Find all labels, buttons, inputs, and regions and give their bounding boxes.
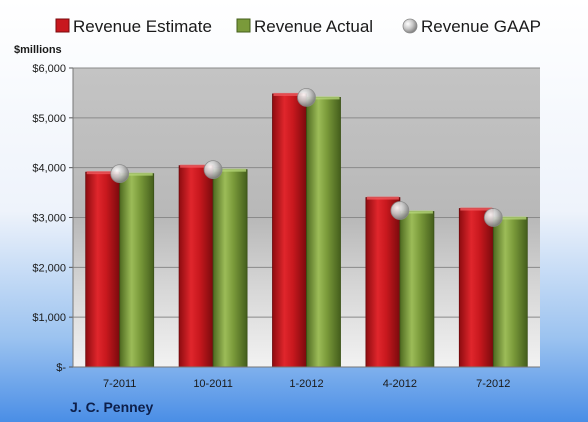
bar-revenue-estimate-cap <box>460 207 493 211</box>
bar-revenue-actual-cap <box>400 210 433 214</box>
bar-revenue-estimate <box>178 165 214 368</box>
legend-label-gaap: Revenue GAAP <box>421 17 541 36</box>
bar-revenue-estimate <box>365 197 401 368</box>
y-axis-ticks: $- $1,000 $2,000 $3,000 $4,000 $5,000 $6,000 <box>32 63 74 374</box>
bar-revenue-estimate-cap <box>180 164 213 168</box>
legend-swatch-actual <box>236 18 251 33</box>
bar-revenue-estimate-cap <box>366 196 399 200</box>
y-tick-label: $6,000 <box>32 63 66 75</box>
bar-revenue-actual <box>306 97 341 368</box>
x-axis-ticks: 7-2011 10-2011 1-2012 4-2012 7-2012 <box>73 366 540 390</box>
bars <box>85 92 528 368</box>
x-tick-label: 7-2011 <box>103 378 136 390</box>
y-tick-label: $3,000 <box>32 213 66 225</box>
gaap-markers <box>110 88 503 227</box>
x-tick-label: 4-2012 <box>383 378 417 390</box>
legend-swatch-gaap <box>402 18 418 34</box>
x-tick-label: 7-2012 <box>476 378 510 390</box>
legend-label-actual: Revenue Actual <box>254 17 373 36</box>
y-tick-label: $5,000 <box>32 113 66 125</box>
bar-revenue-actual-cap <box>120 172 153 176</box>
bar-revenue-actual <box>212 169 248 368</box>
bar-revenue-actual-cap <box>307 96 340 100</box>
bar-revenue-actual-cap <box>494 216 527 220</box>
y-axis-unit-label: $millions <box>14 44 62 56</box>
bar-revenue-estimate-cap <box>273 92 306 96</box>
legend: Revenue Estimate Revenue Actual Revenue … <box>55 17 541 36</box>
legend-label-estimate: Revenue Estimate <box>73 17 212 36</box>
bar-revenue-estimate <box>85 171 121 368</box>
y-tick-label: $2,000 <box>32 262 66 274</box>
legend-item-revenue-estimate: Revenue Estimate <box>55 17 212 36</box>
bar-revenue-estimate <box>458 208 494 368</box>
x-tick-label: 1-2012 <box>289 378 323 390</box>
company-name: J. C. Penney <box>70 399 153 415</box>
bar-revenue-estimate-cap <box>86 171 119 175</box>
y-tick-label: $4,000 <box>32 163 66 175</box>
legend-item-revenue-gaap: Revenue GAAP <box>402 17 541 36</box>
bar-revenue-actual <box>119 173 155 368</box>
bar-revenue-estimate <box>272 93 307 368</box>
marker-revenue-gaap <box>390 201 410 220</box>
bar-revenue-actual <box>492 217 528 368</box>
legend-item-revenue-actual: Revenue Actual <box>236 17 373 36</box>
bar-revenue-actual-cap <box>214 168 247 172</box>
marker-revenue-gaap <box>483 208 503 227</box>
y-tick-label: $- <box>56 362 66 374</box>
x-tick-label: 10-2011 <box>193 378 233 390</box>
marker-revenue-gaap <box>297 88 316 107</box>
bar-revenue-actual <box>399 211 435 368</box>
legend-swatch-estimate <box>55 18 70 33</box>
y-tick-label: $1,000 <box>32 312 66 324</box>
marker-revenue-gaap <box>110 164 130 184</box>
marker-revenue-gaap <box>203 160 223 180</box>
